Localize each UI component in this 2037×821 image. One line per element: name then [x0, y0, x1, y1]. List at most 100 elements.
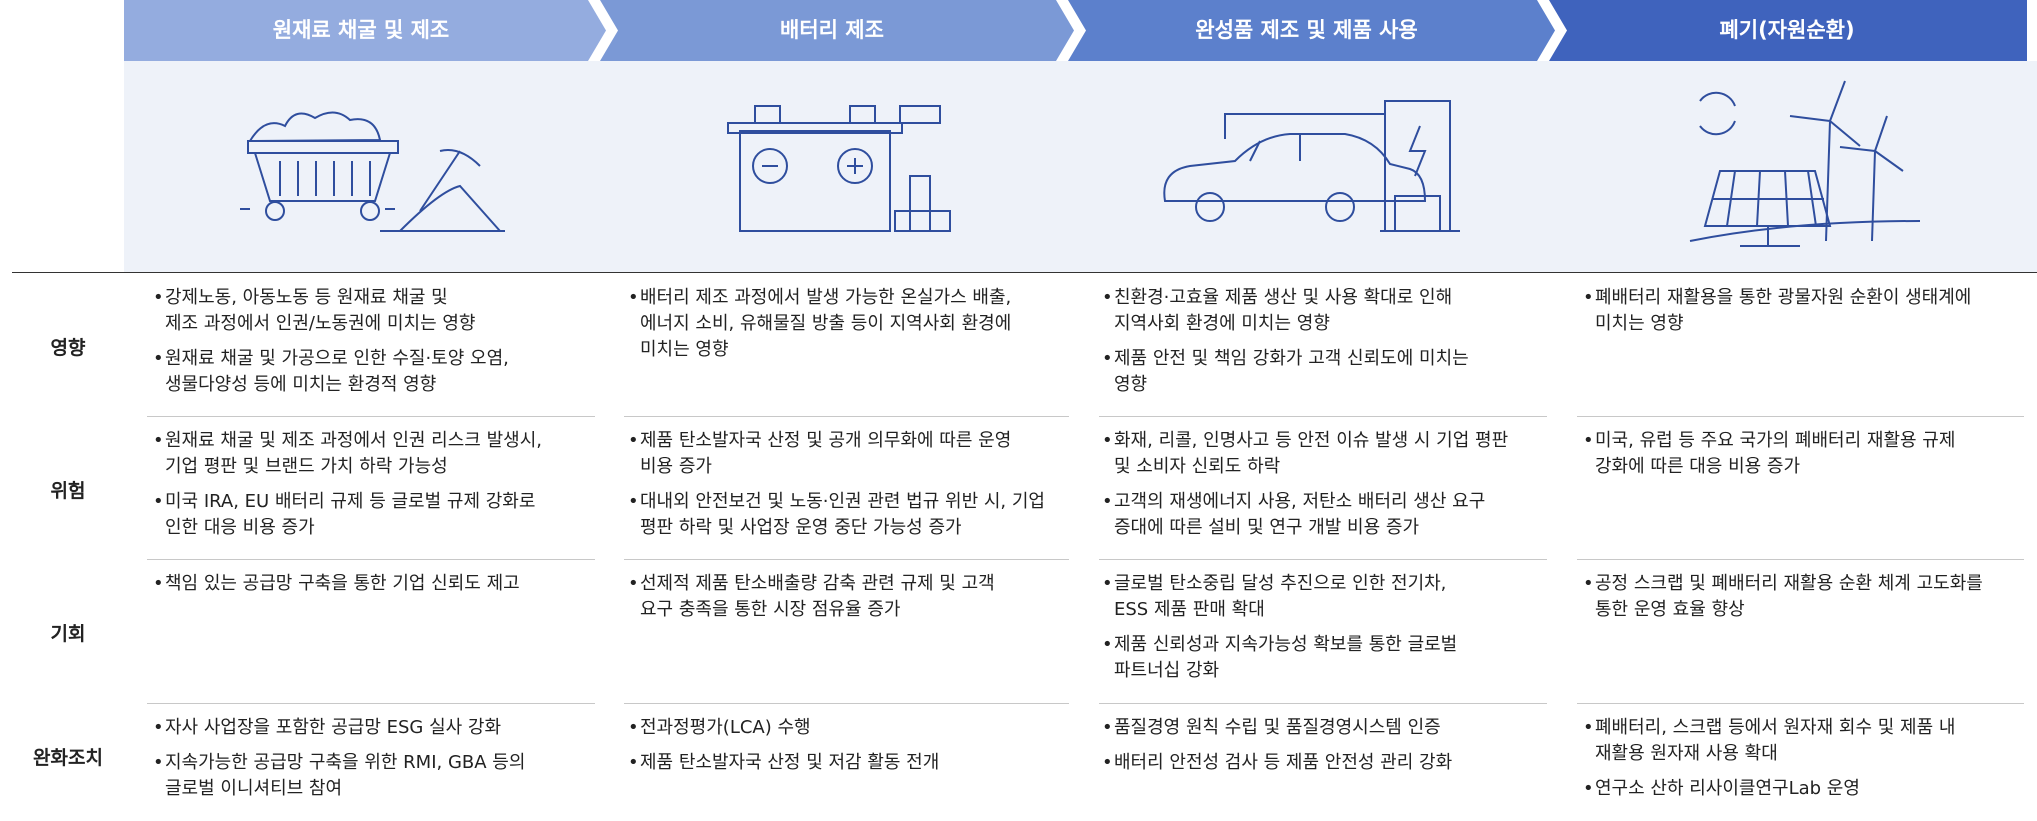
- row-label: 영향: [50, 336, 86, 359]
- row-separator: [1577, 703, 2024, 704]
- row-separator: [147, 703, 595, 704]
- stage-title: 완성품 제조 및 제품 사용: [1195, 18, 1418, 42]
- text-line: 강화에 따른 대응 비용 증가: [1595, 456, 1801, 477]
- row-separator: [1577, 559, 2024, 560]
- text-line: 증대에 따른 설비 및 연구 개발 비용 증가: [1114, 517, 1420, 538]
- row-separator: [1577, 416, 2024, 417]
- stage-title: 폐기(자원순환): [1719, 18, 1855, 42]
- row-separator: [147, 559, 595, 560]
- stage-arrow: [1549, 0, 2027, 61]
- icons: [240, 80, 1921, 247]
- stage-arrow: [600, 0, 1074, 61]
- text-line: 생물다양성 등에 미치는 환경적 영향: [165, 374, 437, 395]
- text-line: 글로벌 탄소중립 달성 추진으로 인한 전기차,: [1114, 573, 1447, 594]
- bullet-item: 글로벌 탄소중립 달성 추진으로 인한 전기차, ESS 제품 판매 확대: [1102, 571, 1457, 623]
- text-line: 미치는 영향: [1595, 313, 1684, 334]
- bullet-item: 배터리 제조 과정에서 발생 가능한 온실가스 배출, 에너지 소비, 유해물질 …: [628, 285, 1011, 363]
- cell: 책임 있는 공급망 구축을 통한 기업 신뢰도 제고: [153, 571, 520, 606]
- text-line: 제조 과정에서 인권/노동권에 미치는 영향: [165, 313, 476, 334]
- text-line: 자사 사업장을 포함한 공급망 ESG 실사 강화: [165, 717, 502, 738]
- bullet-item: 강제노동, 아동노동 등 원재료 채굴 및제조 과정에서 인권/노동권에 미치는…: [153, 285, 509, 337]
- text-line: 폐배터리, 스크랩 등에서 원자재 회수 및 제품 내: [1595, 717, 1956, 738]
- cell: 화재, 리콜, 인명사고 등 안전 이슈 발생 시 기업 평판및 소비자 신뢰도…: [1102, 428, 1508, 550]
- text-line: 폐배터리 재활용을 통한 광물자원 순환이 생태계에: [1595, 287, 1972, 308]
- bullet-item: 원재료 채굴 및 제조 과정에서 인권 리스크 발생시, 기업 평판 및 브랜드 …: [153, 428, 542, 480]
- text-line: 비용 증가: [640, 456, 712, 477]
- text-line: ESS 제품 판매 확대: [1114, 599, 1265, 620]
- bullet-item: 배터리 안전성 검사 등 제품 안전성 관리 강화: [1102, 750, 1452, 776]
- text-line: 배터리 안전성 검사 등 제품 안전성 관리 강화: [1114, 752, 1453, 773]
- row-separator: [1099, 559, 1547, 560]
- text-line: 친환경·고효율 제품 생산 및 사용 확대로 인해: [1114, 287, 1453, 308]
- cell: 품질경영 원칙 수립 및 품질경영시스템 인증배터리 안전성 검사 등 제품 안…: [1102, 715, 1452, 785]
- cell: 전과정평가(LCA) 수행제품 탄소발자국 산정 및 저감 활동 전개: [628, 715, 939, 785]
- stage-arrow: [1068, 0, 1555, 61]
- bullet-item: 연구소 산하 리사이클연구Lab 운영: [1583, 776, 1955, 802]
- row-separator: [624, 416, 1069, 417]
- bullet-item: 원재료 채굴 및 가공으로 인한 수질·토양 오염, 생물다양성 등에 미치는 환…: [153, 346, 509, 398]
- text-line: 제품 탄소발자국 산정 및 저감 활동 전개: [640, 752, 940, 773]
- text-line: 파트너십 강화: [1114, 660, 1220, 681]
- cell: 자사 사업장을 포함한 공급망 ESG 실사 강화지속가능한 공급망 구축을 위…: [153, 715, 525, 811]
- text-line: 강제노동, 아동노동 등 원재료 채굴 및: [165, 287, 448, 308]
- ev-charging-icon: [1163, 100, 1460, 232]
- text-line: 미국, 유럽 등 주요 국가의 폐배터리 재활용 규제: [1595, 430, 1956, 451]
- row-separator: [624, 559, 1069, 560]
- text-line: 영향: [1114, 374, 1148, 395]
- text-line: 지역사회 환경에 미치는 영향: [1114, 313, 1330, 334]
- text-line: 제품 신뢰성과 지속가능성 확보를 통한 글로벌: [1114, 634, 1458, 655]
- text-line: 배터리 제조 과정에서 발생 가능한 온실가스 배출,: [640, 287, 1012, 308]
- text-line: 책임 있는 공급망 구축을 통한 기업 신뢰도 제고: [165, 573, 520, 594]
- battery-icon: [727, 105, 951, 232]
- bullet-item: 화재, 리콜, 인명사고 등 안전 이슈 발생 시 기업 평판및 소비자 신뢰도…: [1102, 428, 1508, 480]
- text-line: 연구소 산하 리사이클연구Lab 운영: [1595, 778, 1860, 799]
- row-separator: [624, 703, 1069, 704]
- row-separator: [1099, 703, 1547, 704]
- mine-cart-icon: [240, 111, 505, 232]
- text-line: 통한 운영 효율 향상: [1595, 599, 1745, 620]
- stage-title: 배터리 제조: [780, 18, 884, 42]
- text-line: 제품 안전 및 책임 강화가 고객 신뢰도에 미치는: [1114, 348, 1469, 369]
- text-line: 평판 하락 및 사업장 운영 중단 가능성 증가: [640, 517, 962, 538]
- text-line: 화재, 리콜, 인명사고 등 안전 이슈 발생 시 기업 평판: [1114, 430, 1509, 451]
- text-line: 기업 평판 및 브랜드 가치 하락 가능성: [165, 456, 448, 477]
- cell: 원재료 채굴 및 제조 과정에서 인권 리스크 발생시, 기업 평판 및 브랜드 …: [153, 428, 542, 550]
- text-line: 에너지 소비, 유해물질 방출 등이 지역사회 환경에: [640, 313, 1012, 334]
- text-line: 공정 스크랩 및 폐배터리 재활용 순환 체계 고도화를: [1595, 573, 1983, 594]
- text-line: 원재료 채굴 및 제조 과정에서 인권 리스크 발생시,: [165, 430, 542, 451]
- text-line: 대내외 안전보건 및 노동·인권 관련 법규 위반 시, 기업: [640, 491, 1045, 512]
- text-line: 및 소비자 신뢰도 하락: [1114, 456, 1281, 477]
- row-separator: [147, 416, 595, 417]
- stage-arrow: [124, 0, 606, 61]
- text-line: 품질경영 원칙 수립 및 품질경영시스템 인증: [1114, 717, 1441, 738]
- text-line: 미치는 영향: [640, 339, 729, 360]
- row-label: 위험: [50, 479, 86, 502]
- text-line: 선제적 제품 탄소배출량 감축 관련 규제 및 고객: [640, 573, 995, 594]
- bullet-item: 전과정평가(LCA) 수행: [628, 715, 939, 741]
- text-line: 지속가능한 공급망 구축을 위한 RMI, GBA 등의: [165, 752, 526, 773]
- header-graphics: [124, 0, 2027, 61]
- stage-title: 원재료 채굴 및 제조: [272, 18, 450, 42]
- bullet-item: 제품 탄소발자국 산정 및 저감 활동 전개: [628, 750, 939, 776]
- text-line: 재활용 원자재 사용 확대: [1595, 743, 1778, 764]
- cell: 배터리 제조 과정에서 발생 가능한 온실가스 배출, 에너지 소비, 유해물질 …: [628, 285, 1011, 372]
- text-line: 글로벌 이니셔티브 참여: [165, 778, 343, 799]
- text-line: 요구 충족을 통한 시장 점유율 증가: [640, 599, 901, 620]
- bullet-item: 품질경영 원칙 수립 및 품질경영시스템 인증: [1102, 715, 1452, 741]
- text-line: 전과정평가(LCA) 수행: [640, 717, 811, 738]
- bullet-item: 책임 있는 공급망 구축을 통한 기업 신뢰도 제고: [153, 571, 520, 597]
